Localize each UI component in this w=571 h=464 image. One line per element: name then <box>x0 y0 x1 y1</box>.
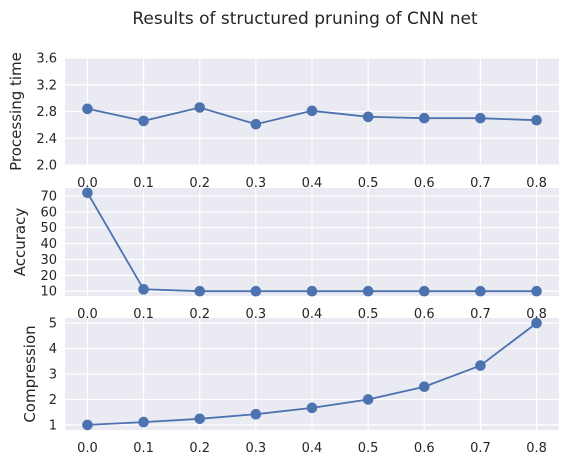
x-tick-label: 0.0 <box>77 441 98 456</box>
x-tick-label: 0.8 <box>526 176 547 191</box>
data-point <box>418 112 430 124</box>
data-point <box>418 285 430 297</box>
y-tick-label: 5 <box>49 317 57 332</box>
data-series <box>82 187 542 297</box>
panel-processing-time: 2.0 2.4 2.8 3.2 3.6 0.0 0.1 0.2 0.3 0.4 0.5 0.6 0.7… <box>7 52 559 191</box>
data-point <box>531 114 542 126</box>
data-point <box>138 284 149 295</box>
x-tick-label: 0.6 <box>414 441 435 456</box>
x-tick-label: 0.5 <box>358 176 379 191</box>
gridlines <box>65 57 559 166</box>
x-tick-label: 0.7 <box>470 176 491 191</box>
x-tick-labels: 0.0 0.1 0.2 0.3 0.4 0.5 0.6 0.7 0.8 <box>77 441 547 456</box>
data-point <box>362 394 374 405</box>
y-tick-label: 40 <box>40 237 57 252</box>
x-tick-label: 0.0 <box>77 176 98 191</box>
y-tick-label: 2 <box>49 393 57 408</box>
data-point <box>475 360 486 371</box>
data-point <box>250 118 262 130</box>
data-point <box>531 285 542 297</box>
data-point <box>82 419 93 431</box>
panel-compression: 1 2 3 4 5 0.0 0.1 0.2 0.3 0.4 0.5 0.6 0.7 0.8 Compre… <box>21 317 559 456</box>
y-axis-label: Compression <box>21 325 39 422</box>
data-point <box>138 416 149 428</box>
y-axis-label: Accuracy <box>11 208 29 277</box>
data-point <box>194 285 206 297</box>
data-point <box>306 402 318 414</box>
y-tick-label: 70 <box>40 189 57 204</box>
y-tick-label: 50 <box>40 221 57 236</box>
x-tick-label: 0.7 <box>470 441 491 456</box>
x-tick-labels: 0.0 0.1 0.2 0.3 0.4 0.5 0.6 0.7 0.8 <box>77 176 547 191</box>
y-tick-label: 10 <box>40 285 57 300</box>
x-tick-label: 0.5 <box>358 441 379 456</box>
y-tick-label: 4 <box>49 342 57 357</box>
x-tick-label: 0.3 <box>246 176 267 191</box>
y-tick-label: 1 <box>49 418 57 433</box>
data-point <box>306 105 318 117</box>
x-tick-label: 0.8 <box>526 441 547 456</box>
data-point <box>194 413 206 425</box>
figure-title: Results of structured pruning of CNN net <box>132 9 478 29</box>
y-tick-labels: 2.0 2.4 2.8 3.2 3.6 <box>36 52 57 174</box>
y-tick-label: 3.6 <box>36 52 57 67</box>
x-tick-label: 0.4 <box>302 441 323 456</box>
data-point <box>194 102 206 113</box>
y-tick-label: 2.8 <box>36 105 57 120</box>
data-point <box>362 111 374 123</box>
x-tick-label: 0.1 <box>133 176 154 191</box>
data-point <box>82 103 93 115</box>
y-tick-label: 20 <box>40 269 57 284</box>
y-tick-label: 3 <box>49 368 57 383</box>
data-point <box>475 285 486 297</box>
x-tick-label: 0.1 <box>133 441 154 456</box>
gridlines <box>65 318 559 430</box>
y-tick-label: 2.4 <box>36 132 57 147</box>
y-tick-label: 30 <box>40 253 57 268</box>
data-point <box>306 285 318 297</box>
data-point <box>250 285 262 297</box>
x-tick-label: 0.3 <box>246 441 267 456</box>
data-point <box>82 187 93 199</box>
x-tick-label: 0.4 <box>302 176 323 191</box>
x-tick-label: 0.6 <box>414 176 435 191</box>
data-point <box>418 381 430 393</box>
x-tick-label: 0.2 <box>189 176 210 191</box>
data-series <box>82 102 542 130</box>
data-point <box>250 408 262 420</box>
data-point <box>138 115 149 127</box>
data-point <box>362 285 374 297</box>
data-series <box>82 317 542 431</box>
y-tick-label: 2.0 <box>36 159 57 174</box>
y-tick-label: 60 <box>40 205 57 220</box>
x-tick-label: 0.2 <box>189 441 210 456</box>
data-point <box>531 317 542 329</box>
y-tick-label: 3.2 <box>36 78 57 93</box>
data-point <box>475 112 486 124</box>
y-tick-labels: 1 2 3 4 5 <box>49 317 57 434</box>
y-axis-label: Processing time <box>7 52 25 171</box>
